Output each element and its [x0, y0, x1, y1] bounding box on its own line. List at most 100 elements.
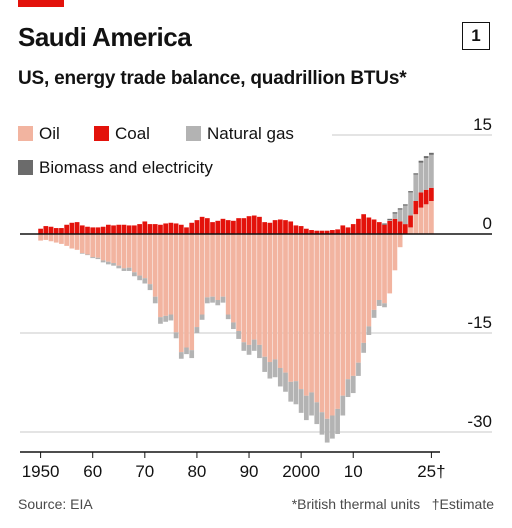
- natural-gas-bar: [236, 331, 241, 339]
- oil-bar: [298, 234, 304, 390]
- coal-bar: [132, 225, 137, 234]
- oil-bar: [236, 234, 241, 332]
- natural-gas-bar: [126, 267, 132, 271]
- coal-bar: [79, 225, 85, 234]
- y-tick-label: 15: [473, 115, 492, 134]
- natural-gas-bar: [298, 389, 304, 413]
- coal-bar: [423, 189, 429, 205]
- oil-bar: [100, 234, 106, 261]
- oil-bar: [126, 234, 132, 268]
- coal-bar: [64, 224, 70, 234]
- coal-bar: [225, 220, 231, 234]
- legend-item-coal: Coal: [94, 124, 150, 144]
- coal-bar: [241, 218, 247, 234]
- biomass-bar: [387, 218, 393, 221]
- oil-bar: [64, 234, 70, 246]
- oil-bar: [38, 234, 43, 241]
- y-tick-label: -30: [467, 412, 492, 431]
- natural-gas-bar: [194, 327, 200, 333]
- legend-label-coal: Coal: [115, 124, 150, 143]
- natural-gas-bar: [257, 344, 262, 359]
- legend-label-natural-gas: Natural gas: [207, 124, 294, 143]
- oil-bar: [152, 234, 158, 297]
- natural-gas-bar: [288, 381, 294, 402]
- oil-bar: [314, 234, 320, 403]
- coal-bar: [168, 222, 174, 234]
- footnote-estimate: †Estimate: [431, 496, 494, 512]
- oil-bar: [194, 234, 200, 328]
- oil-bar: [59, 234, 64, 244]
- coal-bar: [319, 230, 325, 234]
- coal-bar: [231, 220, 236, 234]
- oil-bar: [408, 227, 413, 234]
- chart-subtitle: US, energy trade balance, quadrillion BT…: [18, 68, 407, 89]
- oil-bar: [90, 234, 96, 258]
- coal-bar: [298, 226, 304, 234]
- coal-bar: [309, 230, 314, 234]
- natural-gas-bar: [361, 342, 367, 353]
- coal-bar: [371, 219, 377, 234]
- coal-bar: [126, 225, 132, 234]
- oil-bar: [418, 207, 424, 234]
- coal-bar: [111, 225, 116, 234]
- coal-bar: [69, 222, 75, 234]
- coal-bar: [116, 224, 122, 234]
- natural-gas-bar: [142, 278, 148, 284]
- coal-bar: [53, 228, 59, 234]
- oil-bar: [74, 234, 80, 250]
- coal-bar: [303, 228, 309, 234]
- oil-bar: [215, 234, 221, 300]
- coal-bar: [277, 219, 283, 234]
- natural-gas-bar: [246, 344, 252, 355]
- oil-bar: [132, 234, 137, 273]
- coal-bar: [204, 218, 210, 234]
- oil-bar: [376, 234, 382, 300]
- coal-bar: [288, 221, 294, 234]
- oil-bar: [173, 234, 179, 333]
- coal-bar: [361, 214, 367, 234]
- natural-gas-bar: [429, 154, 434, 188]
- oil-bar: [147, 234, 153, 285]
- coal-bar: [356, 218, 361, 234]
- x-tick-label: 2000: [282, 462, 320, 481]
- oil-bar: [382, 234, 387, 304]
- coal-bar: [335, 229, 340, 234]
- oil-bar: [142, 234, 148, 279]
- oil-bar: [85, 234, 90, 255]
- coal-bar: [74, 222, 80, 234]
- natural-gas-bar: [402, 205, 408, 225]
- coal-bar: [85, 226, 90, 234]
- natural-gas-bar: [111, 263, 116, 266]
- oil-bar: [43, 234, 49, 240]
- coal-bar: [178, 224, 184, 234]
- oil-bar: [95, 234, 101, 258]
- biomass-bar: [397, 208, 403, 210]
- natural-gas-bar: [272, 359, 278, 378]
- brand-accent-bar: [18, 0, 64, 7]
- natural-gas-bar: [79, 253, 85, 254]
- natural-gas-bar: [100, 260, 106, 263]
- x-tick-label: 70: [135, 462, 154, 481]
- coal-bar: [246, 216, 252, 234]
- y-tick-label: -15: [467, 313, 492, 332]
- coal-bar: [199, 216, 205, 234]
- x-tick-label: 60: [83, 462, 102, 481]
- coal-bar: [251, 215, 257, 234]
- natural-gas-bar: [408, 192, 413, 216]
- oil-bar: [309, 234, 314, 393]
- biomass-bar: [413, 173, 419, 175]
- oil-bar: [257, 234, 262, 345]
- oil-bar: [184, 234, 189, 348]
- natural-gas-bar: [105, 261, 111, 265]
- natural-gas-bar: [241, 342, 247, 351]
- coal-bar: [366, 217, 372, 234]
- oil-bar: [361, 234, 367, 343]
- natural-gas-bar: [423, 158, 429, 190]
- biomass-bar: [392, 212, 398, 214]
- natural-gas-bar: [319, 412, 325, 435]
- coal-bar: [350, 224, 356, 234]
- natural-gas-bar: [199, 314, 205, 320]
- oil-bar: [137, 234, 142, 276]
- legend-swatch-biomass: [18, 160, 33, 175]
- oil-bar: [53, 234, 59, 243]
